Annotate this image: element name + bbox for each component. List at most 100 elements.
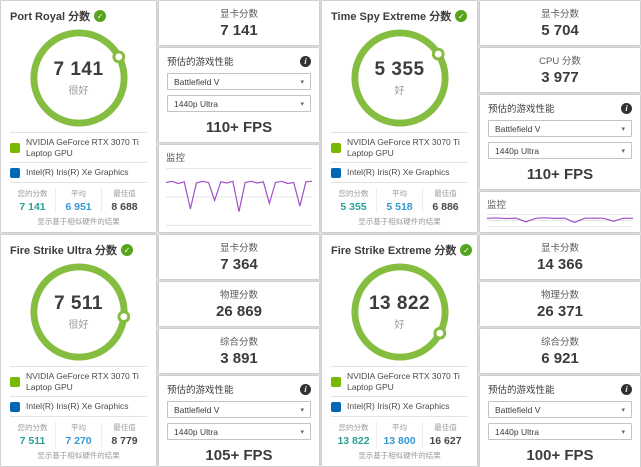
verified-check-icon: ✓: [460, 244, 473, 256]
game-performance-card: 预估的游戏性能 i Battlefield V ▾ 1440p Ultra ▾ …: [159, 48, 319, 142]
game-performance-header: 预估的游戏性能 i: [167, 54, 311, 68]
similar-hardware-link[interactable]: 显示基于相似硬件的结果: [358, 451, 441, 460]
game-performance-header: 预估的游戏性能 i: [488, 101, 632, 115]
result-card-port-royal: Port Royal 分数 ✓ 7 141 很好 NVIDIA GeForce …: [1, 1, 156, 232]
detail-column-port-royal: 显卡分数 7 141 预估的游戏性能 i Battlefield V ▾ 144…: [159, 1, 319, 232]
your-score-stat: 您的分数 13 822: [337, 422, 370, 447]
graphics-score-card: 显卡分数 7 364: [159, 235, 319, 279]
game-select[interactable]: Battlefield V ▾: [488, 120, 632, 137]
info-icon[interactable]: i: [621, 383, 632, 395]
score-rating: 好: [394, 320, 405, 331]
result-title: Fire Strike Ultra 分数 ✓: [10, 242, 147, 258]
similar-hardware-link[interactable]: 显示基于相似硬件的结果: [37, 451, 120, 460]
gpu-row: NVIDIA GeForce RTX 3070 Ti Laptop GPU: [331, 133, 468, 162]
physics-score-card: 物理分数 26 371: [480, 282, 640, 326]
gpu-name: NVIDIA GeForce RTX 3070 Ti Laptop GPU: [26, 137, 139, 158]
game-performance-card: 预估的游戏性能 i Battlefield V ▾ 1440p Ultra ▾ …: [480, 95, 640, 189]
game-select[interactable]: Battlefield V ▾: [488, 401, 632, 418]
similar-hardware-link[interactable]: 显示基于相似硬件的结果: [37, 217, 120, 226]
score-value: 7 364: [220, 256, 258, 273]
score-comparison: 您的分数 5 355 平均 5 518 最佳值 6 886: [331, 187, 468, 213]
gpu-name: Intel(R) Iris(R) Xe Graphics: [26, 401, 129, 412]
caret-down-icon: ▾: [300, 100, 304, 108]
score-rating: 很好: [68, 320, 89, 331]
score-label: 显卡分数: [219, 9, 258, 20]
your-score-stat: 您的分数 7 141: [17, 188, 48, 213]
overall-score: 7 141: [53, 59, 104, 80]
info-icon[interactable]: i: [621, 102, 632, 114]
score-gauge: 7 511 很好: [28, 261, 130, 363]
graphics-score-card: 显卡分数 14 366: [480, 235, 640, 279]
score-value: 3 977: [541, 69, 579, 86]
score-rating: 很好: [68, 86, 89, 97]
graphics-score-card: 显卡分数 5 704: [480, 1, 640, 45]
score-label: 显卡分数: [540, 9, 579, 20]
monitor-card: 监控: [159, 145, 319, 232]
score-value: 5 704: [541, 22, 579, 39]
average-score-stat: 平均 7 270: [55, 421, 101, 447]
average-score-stat: 平均 5 518: [376, 187, 422, 213]
gpu-name: NVIDIA GeForce RTX 3070 Ti Laptop GPU: [347, 371, 460, 392]
monitor-label: 监控: [487, 200, 507, 211]
score-label: CPU 分数: [539, 56, 581, 67]
monitor-card: 监控: [480, 192, 640, 232]
similar-hardware-link[interactable]: 显示基于相似硬件的结果: [358, 217, 441, 226]
caret-down-icon: ▾: [300, 428, 304, 436]
gpu-name: Intel(R) Iris(R) Xe Graphics: [347, 167, 450, 178]
intel-gpu-icon: [331, 167, 341, 178]
score-value: 6 921: [541, 350, 579, 367]
result-title: Fire Strike Extreme 分数 ✓: [331, 242, 473, 258]
result-title-label: Time Spy Extreme 分数: [331, 11, 452, 23]
your-score-stat: 您的分数 5 355: [338, 188, 369, 213]
quality-select[interactable]: 1440p Ultra ▾: [167, 423, 311, 440]
game-performance-card: 预估的游戏性能 i Battlefield V ▾ 1440p Ultra ▾ …: [159, 376, 319, 466]
result-title-label: Fire Strike Extreme 分数: [331, 245, 457, 257]
best-score-stat: 最佳值 8 688: [101, 187, 147, 213]
caret-down-icon: ▾: [621, 406, 625, 414]
cpu-score-card: CPU 分数 3 977: [480, 48, 640, 92]
quality-select[interactable]: 1440p Ultra ▾: [488, 423, 632, 440]
caret-down-icon: ▾: [300, 406, 304, 414]
verified-check-icon: ✓: [455, 10, 468, 22]
combined-score-card: 综合分数 3 891: [159, 329, 319, 373]
result-card-time-spy-extreme: Time Spy Extreme 分数 ✓ 5 355 好 NVIDIA GeF…: [322, 1, 477, 232]
result-title-label: Fire Strike Ultra 分数: [10, 245, 117, 257]
monitor-chart: [487, 214, 633, 227]
gpu-name: NVIDIA GeForce RTX 3070 Ti Laptop GPU: [26, 371, 139, 392]
gpu-row: Intel(R) Iris(R) Xe Graphics: [10, 162, 147, 182]
combined-score-card: 综合分数 6 921: [480, 329, 640, 373]
monitor-chart: [166, 167, 312, 227]
gpu-row: Intel(R) Iris(R) Xe Graphics: [331, 396, 468, 416]
gpu-row: NVIDIA GeForce RTX 3070 Ti Laptop GPU: [331, 367, 468, 396]
intel-gpu-icon: [10, 401, 20, 412]
result-card-fire-strike-ultra: Fire Strike Ultra 分数 ✓ 7 511 很好 NVIDIA G…: [1, 235, 156, 466]
best-score-stat: 最佳值 16 627: [422, 421, 468, 447]
nvidia-gpu-icon: [331, 376, 341, 387]
verified-check-icon: ✓: [120, 244, 133, 256]
game-performance-header: 预估的游戏性能 i: [167, 382, 311, 396]
game-select[interactable]: Battlefield V ▾: [167, 401, 311, 418]
estimated-fps: 100+ FPS: [526, 447, 594, 464]
detail-column-fire-strike-extreme: 显卡分数 14 366 物理分数 26 371 综合分数 6 921 预估的游戏…: [480, 235, 640, 467]
quality-select[interactable]: 1440p Ultra ▾: [167, 95, 311, 112]
quality-select[interactable]: 1440p Ultra ▾: [488, 142, 632, 159]
info-icon[interactable]: i: [300, 55, 311, 67]
score-value: 3 891: [220, 350, 258, 367]
game-performance-header: 预估的游戏性能 i: [488, 382, 632, 396]
gpu-list: NVIDIA GeForce RTX 3070 Ti Laptop GPU In…: [10, 366, 147, 417]
caret-down-icon: ▾: [300, 78, 304, 86]
info-icon[interactable]: i: [300, 383, 311, 395]
score-comparison: 您的分数 13 822 平均 13 800 最佳值 16 627: [331, 421, 468, 447]
game-performance-card: 预估的游戏性能 i Battlefield V ▾ 1440p Ultra ▾ …: [480, 376, 640, 467]
gpu-name: Intel(R) Iris(R) Xe Graphics: [26, 167, 129, 178]
overall-score: 13 822: [368, 293, 431, 314]
estimated-fps: 105+ FPS: [205, 447, 273, 464]
game-select[interactable]: Battlefield V ▾: [167, 73, 311, 90]
nvidia-gpu-icon: [331, 142, 341, 153]
score-comparison: 您的分数 7 511 平均 7 270 最佳值 8 779: [10, 421, 147, 447]
caret-down-icon: ▾: [621, 147, 625, 155]
gpu-list: NVIDIA GeForce RTX 3070 Ti Laptop GPU In…: [331, 366, 468, 417]
score-comparison: 您的分数 7 141 平均 6 951 最佳值 8 688: [10, 187, 147, 213]
score-label: 综合分数: [219, 337, 258, 348]
